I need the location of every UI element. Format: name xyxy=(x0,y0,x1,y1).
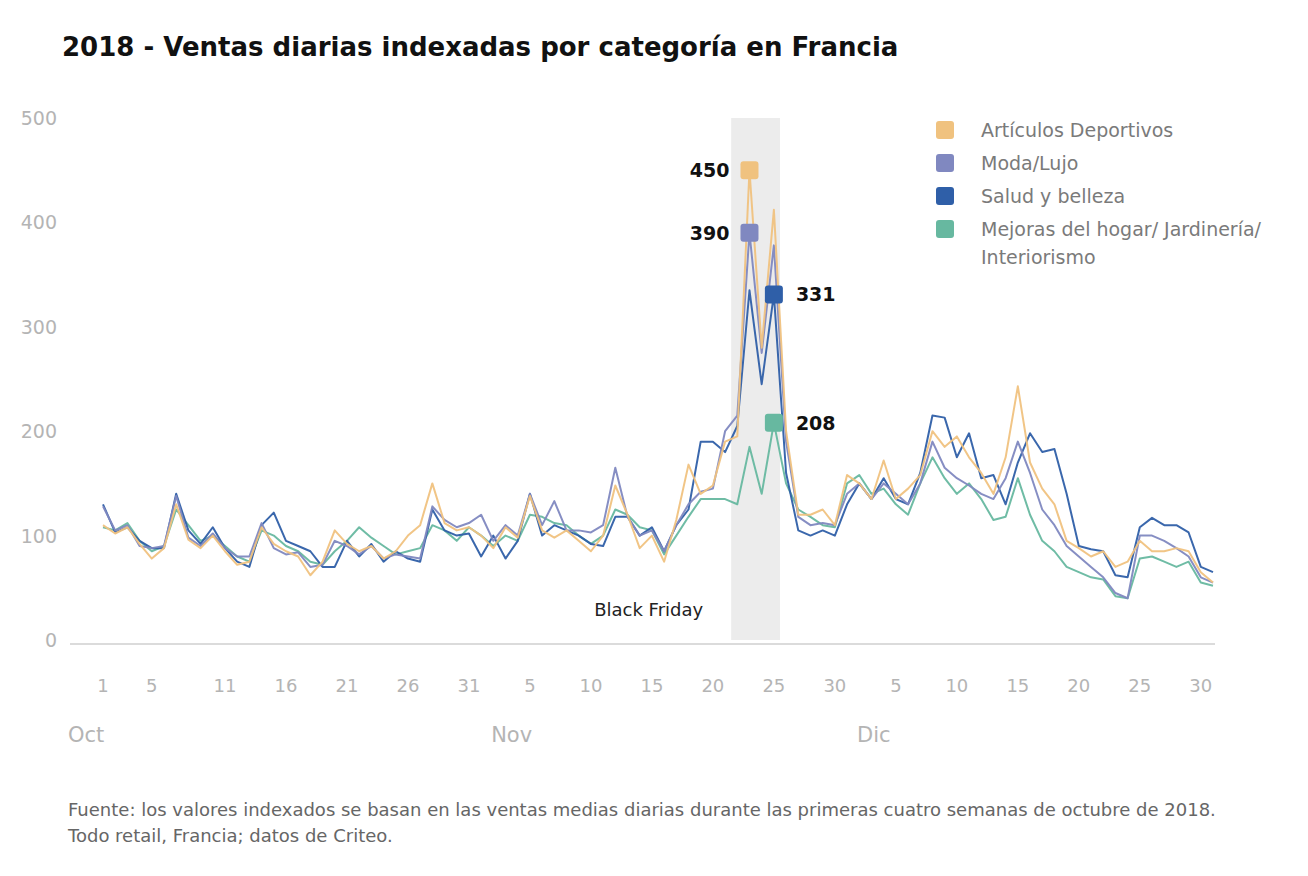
x-tick-label: 16 xyxy=(275,675,298,696)
x-tick-label: 15 xyxy=(1006,675,1029,696)
text-line: Fuente: los valores indexados se basan e… xyxy=(68,799,1216,820)
annotation-label: 331 xyxy=(796,283,836,305)
chart: 2018 - Ventas diarias indexadas por cate… xyxy=(0,0,1308,876)
x-tick-label: 31 xyxy=(457,675,480,696)
x-tick-label: 26 xyxy=(396,675,419,696)
x-group-label: Dic xyxy=(857,723,891,747)
title: 2018 - Ventas diarias indexadas por cate… xyxy=(62,32,898,62)
annotation-label: 450 xyxy=(690,159,730,181)
y-tick-label: 400 xyxy=(21,211,57,233)
annotation-label: 390 xyxy=(690,222,730,244)
legend-label: Artículos Deportivos xyxy=(981,119,1173,141)
legend-label: Salud y belleza xyxy=(981,185,1125,207)
text-line: Artículos Deportivos xyxy=(981,119,1173,141)
series-line xyxy=(103,233,1213,598)
legend-swatch xyxy=(936,220,954,238)
x-tick-label: 5 xyxy=(524,675,535,696)
text-line: Mejoras del hogar/ Jardinería/ xyxy=(981,218,1262,240)
x-tick-label: 11 xyxy=(214,675,237,696)
x-tick-label: 20 xyxy=(1067,675,1090,696)
annotation-marker xyxy=(740,224,758,242)
x-axis-line xyxy=(70,643,1215,645)
x-tick-label: 21 xyxy=(336,675,359,696)
x-group-label: Nov xyxy=(491,723,532,747)
x-tick-label: 10 xyxy=(945,675,968,696)
x-tick-label: 15 xyxy=(640,675,663,696)
x-tick-label: 30 xyxy=(823,675,846,696)
text-line: Interiorismo xyxy=(981,246,1096,268)
annotation-label: 208 xyxy=(796,412,836,434)
y-tick-label: 100 xyxy=(21,525,57,547)
annotation-marker xyxy=(765,414,783,432)
y-tick-label: 500 xyxy=(21,107,57,129)
x-tick-label: 25 xyxy=(762,675,785,696)
x-tick-label: 5 xyxy=(890,675,901,696)
legend-label: Moda/Lujo xyxy=(981,152,1078,174)
y-tick-label: 200 xyxy=(21,420,57,442)
x-tick-label: 20 xyxy=(701,675,724,696)
x-tick-label: 5 xyxy=(146,675,157,696)
x-tick-label: 30 xyxy=(1189,675,1212,696)
source-note: Fuente: los valores indexados se basan e… xyxy=(67,799,1216,846)
text-line: Todo retail, Francia; datos de Criteo. xyxy=(67,825,393,846)
x-group-label: Oct xyxy=(68,723,104,747)
y-tick-label: 300 xyxy=(21,316,57,338)
legend-swatch xyxy=(936,121,954,139)
highlight-band xyxy=(731,118,780,640)
x-tick-label: 25 xyxy=(1128,675,1151,696)
legend-label: Mejoras del hogar/ Jardinería/Interioris… xyxy=(981,218,1262,268)
legend-swatch xyxy=(936,187,954,205)
series-line xyxy=(103,423,1213,598)
annotation-marker xyxy=(765,285,783,303)
annotation-marker xyxy=(740,161,758,179)
background xyxy=(0,0,1308,876)
text-line: Salud y belleza xyxy=(981,185,1125,207)
x-tick-label: 1 xyxy=(97,675,108,696)
highlight-label: Black Friday xyxy=(594,599,703,620)
y-tick-label: 0 xyxy=(45,629,57,651)
legend-swatch xyxy=(936,154,954,172)
x-tick-label: 10 xyxy=(579,675,602,696)
series-line xyxy=(103,290,1213,577)
text-line: Moda/Lujo xyxy=(981,152,1078,174)
